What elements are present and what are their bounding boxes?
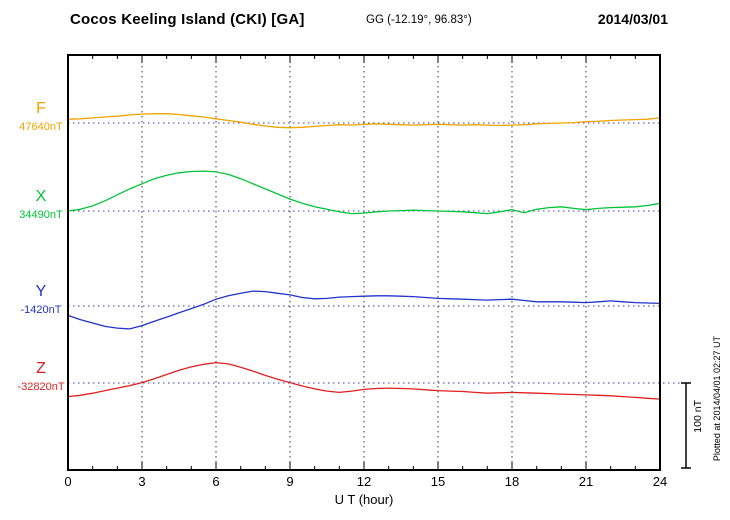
x-tick-label-6: 6 xyxy=(212,474,220,489)
x-tick-label-18: 18 xyxy=(504,474,520,489)
trace-Z xyxy=(67,361,661,400)
trace-Y xyxy=(67,290,661,330)
series-baseline-Y: -1420nT xyxy=(20,304,62,316)
x-tick-label-12: 12 xyxy=(356,474,372,489)
series-letter-X: X xyxy=(35,188,47,205)
series-baseline-F: 47640nT xyxy=(19,121,63,133)
station-title: Cocos Keeling Island (CKI) [GA] xyxy=(70,11,305,28)
plot-frame xyxy=(67,54,661,471)
series-baseline-Z: -32820nT xyxy=(17,381,65,393)
x-tick-label-9: 9 xyxy=(286,474,294,489)
series-label-F: F 47640nT xyxy=(8,101,74,133)
series-letter-F: F xyxy=(36,100,46,117)
scale-bar-label: 100 nT xyxy=(692,400,704,433)
series-label-Y: Y -1420nT xyxy=(8,284,74,316)
geographic-coords: GG (-12.19°, 96.83°) xyxy=(366,14,472,26)
x-tick-label-0: 0 xyxy=(64,474,72,489)
x-tick-label-15: 15 xyxy=(430,474,446,489)
series-label-X: X 34490nT xyxy=(8,189,74,221)
x-tick-label-3: 3 xyxy=(138,474,146,489)
plot-date: 2014/03/01 xyxy=(597,11,668,27)
x-tick-label-21: 21 xyxy=(578,474,594,489)
plotted-at-note: Plotted at 2014/04/01 02:27 UT xyxy=(712,336,722,462)
series-label-Z: Z -32820nT xyxy=(8,361,74,393)
x-axis-title: U T (hour) xyxy=(334,492,394,507)
series-baseline-X: 34490nT xyxy=(19,209,63,221)
trace-X xyxy=(67,170,661,215)
series-letter-Y: Y xyxy=(35,283,47,300)
x-tick-label-24: 24 xyxy=(652,474,668,489)
series-letter-Z: Z xyxy=(36,360,46,377)
trace-F xyxy=(67,113,661,129)
